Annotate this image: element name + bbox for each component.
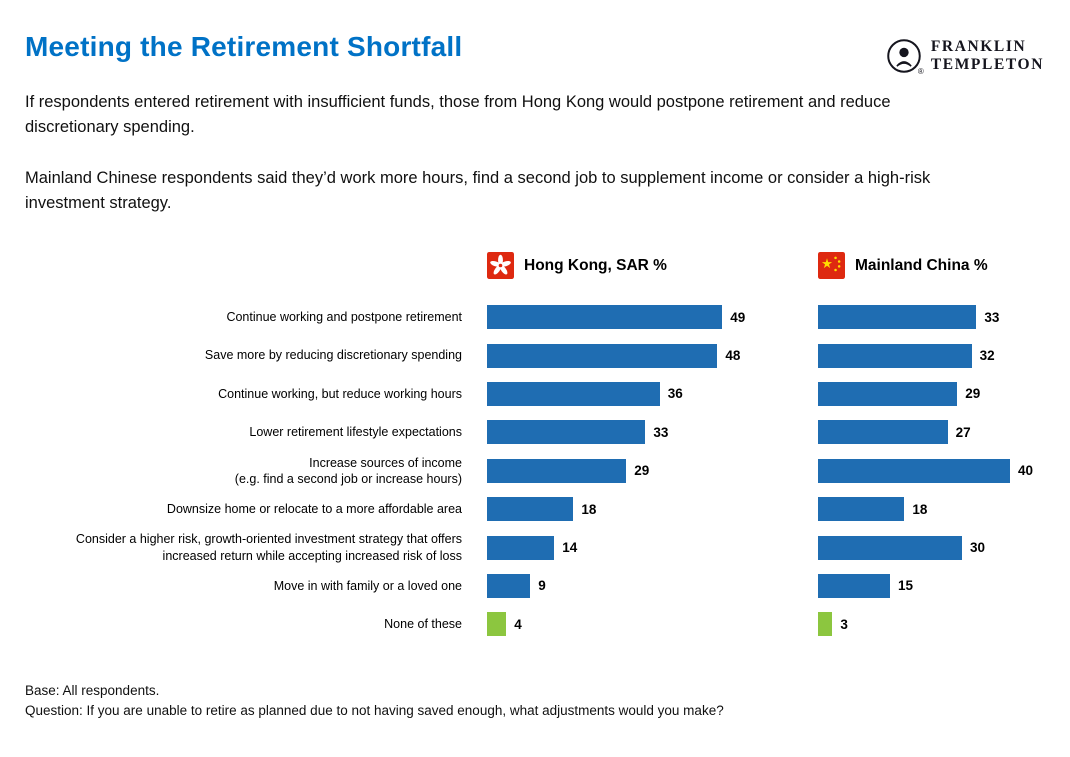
value-label: 29 [634, 463, 650, 479]
intro-paragraph-2: Mainland Chinese respondents said they’d… [25, 169, 931, 212]
bar-cell-mainland-china: 29 [818, 381, 1070, 406]
value-label: 36 [667, 386, 683, 402]
value-label: 18 [581, 501, 597, 517]
value-label: 33 [653, 424, 669, 440]
logo-line-1: FRANKLIN [930, 38, 1027, 56]
category-label: None of these [384, 617, 462, 632]
logo-wordmark: FRANKLIN TEMPLETON [931, 38, 1044, 74]
bar-cell-hong-kong: 49 [487, 305, 818, 330]
bar-cell-hong-kong: 18 [487, 497, 818, 522]
bar-cell-hong-kong: 4 [487, 612, 818, 637]
bar-cell-mainland-china: 30 [818, 535, 1070, 560]
chart-row: Downsize home or relocate to a more affo… [0, 490, 1070, 528]
franklin-head-icon: ® [886, 38, 924, 76]
bar-cell-mainland-china: 3 [818, 612, 1070, 637]
chart-row: Lower retirement lifestyle expectations 3… [0, 413, 1070, 451]
value-label: 40 [1018, 463, 1034, 479]
bar-chart: Continue working and postpone retirement… [0, 298, 1070, 644]
series-header-label: Hong Kong, SAR % [524, 256, 667, 274]
chart-series-headers: Hong Kong, SAR % Mainland China % [0, 252, 1070, 282]
value-label: 29 [965, 386, 981, 402]
category-label: Consider a higher risk, growth-oriented … [75, 532, 462, 563]
value-label: 32 [979, 348, 995, 364]
bar-mainland-china [818, 305, 977, 330]
category-label: Continue working and postpone retirement [226, 310, 462, 325]
bar-mainland-china [818, 343, 972, 368]
chart-row: Move in with family or a loved one 9 15 [0, 567, 1070, 605]
value-label: 33 [984, 309, 1000, 325]
bar-mainland-china [818, 573, 890, 598]
bar-cell-mainland-china: 18 [818, 497, 1070, 522]
series-header-mainland-china: Mainland China % [818, 252, 988, 279]
bar-cell-hong-kong: 14 [487, 535, 818, 560]
bar-mainland-china [818, 497, 905, 522]
bar-mainland-china [818, 420, 948, 445]
bar-hong-kong [487, 573, 531, 598]
value-label: 14 [562, 540, 578, 556]
hong-kong-flag-icon [487, 252, 514, 279]
bar-cell-mainland-china: 32 [818, 343, 1070, 368]
bar-mainland-china [818, 458, 1010, 483]
bar-cell-hong-kong: 36 [487, 381, 818, 406]
series-header-hong-kong: Hong Kong, SAR % [487, 252, 667, 279]
category-label: Move in with family or a loved one [273, 578, 462, 593]
chart-row: Continue working, but reduce working hou… [0, 375, 1070, 413]
chart-row: None of these 4 3 [0, 605, 1070, 643]
bar-hong-kong [487, 612, 507, 637]
footnote-question: Question: If you are unable to retire as… [25, 703, 724, 718]
footnotes: Base: All respondents. Question: If you … [25, 681, 724, 721]
bar-mainland-china [818, 535, 962, 560]
category-label: Continue working, but reduce working hou… [218, 386, 462, 401]
bar-cell-hong-kong: 9 [487, 573, 818, 598]
value-label: 48 [725, 348, 741, 364]
franklin-templeton-logo: ® FRANKLIN TEMPLETON [886, 38, 1044, 76]
logo-line-2: TEMPLETON [930, 56, 1044, 73]
value-label: 30 [970, 540, 986, 556]
bar-cell-mainland-china: 15 [818, 573, 1070, 598]
chart-row: Continue working and postpone retirement… [0, 298, 1070, 336]
intro-paragraph-1: If respondents entered retirement with i… [25, 93, 891, 136]
bar-mainland-china [818, 381, 958, 406]
category-label: Lower retirement lifestyle expectations [249, 425, 462, 440]
value-label: 15 [898, 578, 914, 594]
chart-row: Save more by reducing discretionary spen… [0, 336, 1070, 374]
category-label: Increase sources of income (e.g. find a … [234, 455, 462, 486]
bar-hong-kong [487, 420, 646, 445]
chart-row: Increase sources of income (e.g. find a … [0, 452, 1070, 490]
footnote-base: Base: All respondents. [25, 683, 160, 698]
bar-hong-kong [487, 381, 660, 406]
chart-row: Consider a higher risk, growth-oriented … [0, 528, 1070, 566]
bar-hong-kong [487, 458, 627, 483]
series-header-label: Mainland China % [855, 256, 988, 274]
bar-cell-hong-kong: 29 [487, 458, 818, 483]
bar-mainland-china [818, 612, 833, 637]
value-label: 4 [514, 616, 522, 632]
category-label: Save more by reducing discretionary spen… [204, 348, 462, 363]
value-label: 27 [955, 424, 971, 440]
bar-cell-hong-kong: 48 [487, 343, 818, 368]
china-flag-icon [818, 252, 845, 279]
bar-cell-hong-kong: 33 [487, 420, 818, 445]
bar-cell-mainland-china: 27 [818, 420, 1070, 445]
category-label: Downsize home or relocate to a more affo… [166, 502, 462, 517]
bar-hong-kong [487, 305, 723, 330]
bar-cell-mainland-china: 33 [818, 305, 1070, 330]
registered-mark: ® [917, 67, 924, 76]
value-label: 18 [912, 501, 928, 517]
bar-hong-kong [487, 535, 555, 560]
value-label: 9 [538, 578, 546, 594]
value-label: 49 [730, 309, 746, 325]
bar-cell-mainland-china: 40 [818, 458, 1070, 483]
value-label: 3 [840, 616, 848, 632]
bar-hong-kong [487, 497, 574, 522]
page-title: Meeting the Retirement Shortfall [25, 31, 463, 62]
bar-hong-kong [487, 343, 718, 368]
